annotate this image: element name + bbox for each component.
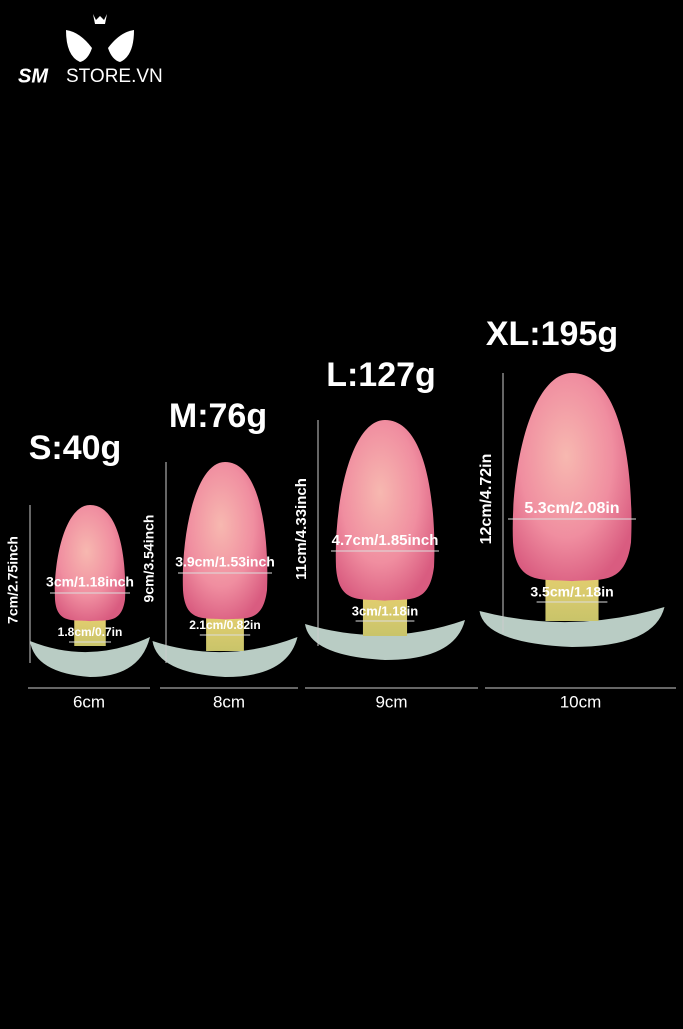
logo-leaf: [108, 30, 134, 62]
product-body: [512, 373, 632, 582]
product-base: [305, 620, 465, 660]
base-label: 8cm: [213, 692, 245, 711]
neck-label: 2.1cm/0.82in: [189, 618, 260, 632]
product-body: [182, 462, 268, 620]
product-base: [30, 637, 150, 677]
width-label: 3cm/1.18inch: [46, 574, 134, 590]
base-label: 10cm: [560, 692, 602, 711]
height-label: 7cm/2.75inch: [5, 536, 21, 624]
height-label: 9cm/3.54inch: [141, 515, 157, 603]
neck-label: 3cm/1.18in: [352, 603, 419, 618]
height-label: 11cm/4.33inch: [293, 478, 310, 580]
width-label: 3.9cm/1.53inch: [175, 554, 275, 570]
size-label: XL:195g: [486, 315, 618, 353]
base-label: 9cm: [375, 692, 407, 711]
product-base: [152, 637, 298, 677]
crown-icon: [93, 14, 107, 24]
width-label: 4.7cm/1.85inch: [332, 532, 439, 549]
neck-label: 1.8cm/0.7in: [58, 625, 123, 639]
logo-leaf: [66, 30, 92, 62]
product-body: [335, 420, 435, 601]
neck-label: 3.5cm/1.18in: [530, 584, 613, 600]
logo: SM STORE.VN: [18, 14, 163, 87]
logo-site: STORE.VN: [66, 66, 163, 87]
size-label: M:76g: [169, 397, 267, 435]
height-label: 12cm/4.72in: [478, 454, 495, 545]
base-label: 6cm: [73, 692, 105, 711]
product-body: [54, 505, 126, 622]
size-label: L:127g: [326, 356, 436, 394]
product-base: [479, 607, 665, 647]
width-label: 5.3cm/2.08in: [524, 500, 619, 517]
size-label: S:40g: [29, 429, 122, 467]
logo-brand: SM: [18, 65, 49, 87]
